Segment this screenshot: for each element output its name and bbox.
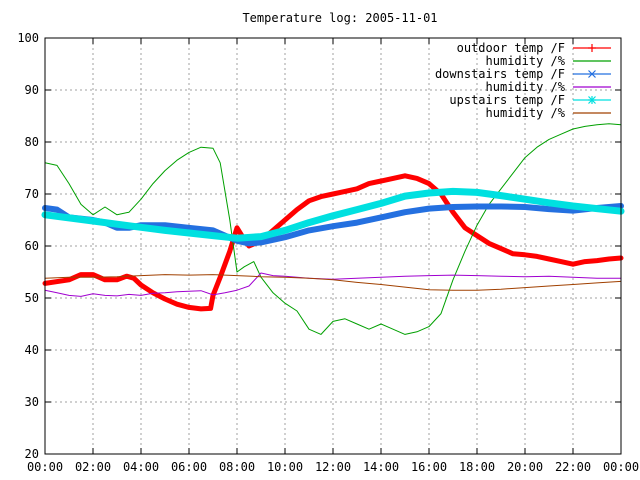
x-tick-label: 10:00 [267,460,303,474]
y-tick-label: 90 [25,83,39,97]
legend-marker-2 [588,70,596,78]
series-line-0 [42,173,624,312]
axis-ticks: 00:00 02:00 04:00 06:00 08:00 10:00 12:00 14:00… [17,31,639,474]
legend-marker-0 [588,44,596,52]
legend-label-0: outdoor temp /F [457,41,565,55]
x-tick-label: 20:00 [507,460,543,474]
x-tick-label: 18:00 [459,460,495,474]
legend-label-3: humidity /% [486,80,566,94]
legend-label-2: downstairs temp /F [435,67,565,81]
x-tick-label: 02:00 [75,460,111,474]
y-tick-label: 40 [25,343,39,357]
series-line-1 [44,123,622,335]
y-tick-label: 30 [25,395,39,409]
x-tick-label: 04:00 [123,460,159,474]
y-tick-label: 50 [25,291,39,305]
x-tick-label: 14:00 [363,460,399,474]
legend-label-1: humidity /% [486,54,566,68]
plot-series [41,123,625,335]
x-tick-label: 00:00 [27,460,63,474]
x-tick-label: 22:00 [555,460,591,474]
x-tick-label: 12:00 [315,460,351,474]
y-tick-label: 70 [25,187,39,201]
series-line-4 [41,187,625,242]
series-line-3 [44,272,622,297]
legend-label-4: upstairs temp /F [449,93,565,107]
x-tick-label: 16:00 [411,460,447,474]
y-tick-label: 20 [25,447,39,461]
x-tick-label: 00:00 [603,460,639,474]
chart-title: Temperature log: 2005-11-01 [242,11,437,25]
legend-marker-4 [588,96,596,104]
legend-label-5: humidity /% [486,106,566,120]
series-line-5 [44,274,622,291]
y-tick-label: 100 [17,31,39,45]
y-tick-label: 60 [25,239,39,253]
x-tick-label: 08:00 [219,460,255,474]
x-tick-label: 06:00 [171,460,207,474]
y-tick-label: 80 [25,135,39,149]
grid-lines [45,38,621,454]
